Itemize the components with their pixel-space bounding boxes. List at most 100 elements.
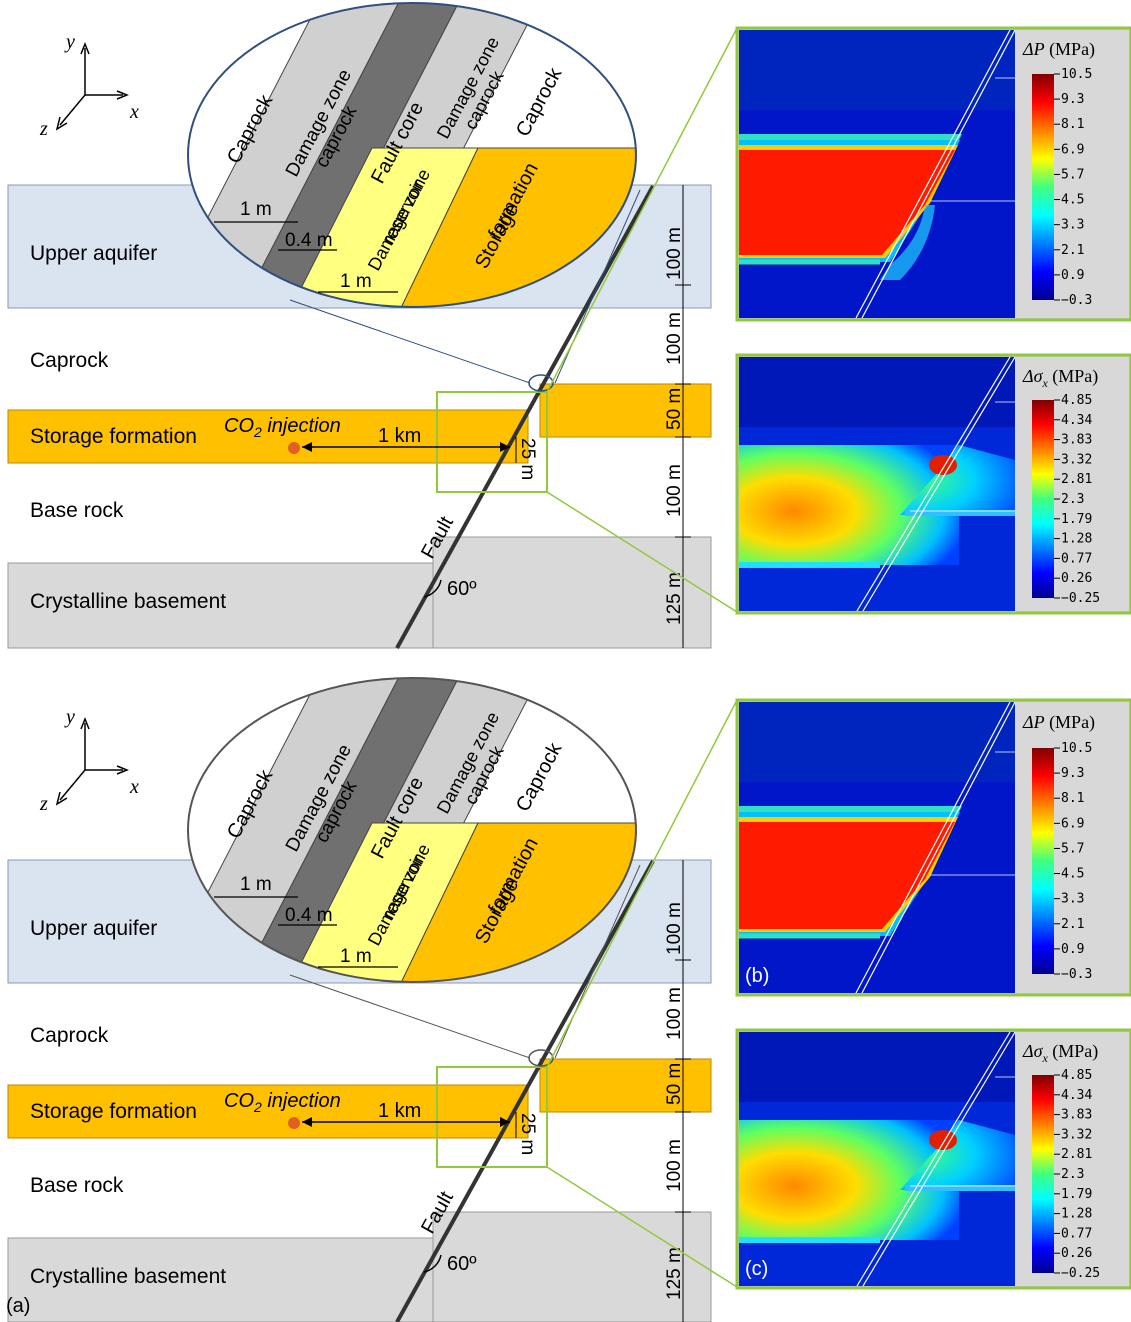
colorbar-tick-label: 5.7: [1061, 167, 1084, 182]
colorbar-tick-label: 1.79: [1061, 1187, 1092, 1202]
colorbar-dsx-title: Δσx (MPa): [1022, 366, 1098, 390]
dim-reservoir-label: 1 m: [340, 946, 372, 967]
storage-formation-label: Storage formation: [30, 1100, 197, 1123]
zoom-guide-line: [554, 864, 641, 1059]
colorbar-dsx-title-c: Δσx (MPa): [1022, 1041, 1098, 1065]
distance-label: 1 km: [378, 425, 421, 447]
zoom-guide-line: [289, 299, 531, 384]
colorbar-tick-label: 3.32: [1061, 1127, 1092, 1142]
colorbar-tick-label: 4.34: [1061, 1088, 1092, 1103]
colorbar-tick-label: 4.85: [1061, 1068, 1092, 1083]
crystalline-basement-label: Crystalline basement: [30, 1265, 226, 1288]
x-axis-label: x: [129, 101, 139, 123]
storage-formation-layer: [7, 1084, 529, 1139]
colorbar-tick-label: 3.83: [1061, 433, 1092, 448]
dim-damage-label: 1 m: [240, 874, 272, 895]
dim-reservoir-label: 1 m: [340, 271, 372, 292]
colorbar-dp-title: ΔP (MPa): [1022, 39, 1095, 60]
schematic-bottom: y x z Upper aquifer Caprock Storage form…: [7, 677, 712, 1322]
colorbar-tick-label: 2.3: [1061, 1167, 1084, 1182]
offset-label: 25 m: [517, 1113, 538, 1155]
storage-formation-label: Storage formation: [30, 425, 197, 448]
thickness-caprock: 100 m: [664, 987, 685, 1040]
distance-arrowhead-left: [302, 1117, 312, 1127]
upper-aquifer-label: Upper aquifer: [30, 242, 157, 265]
fault-angle-label: 60º: [447, 578, 477, 600]
base-rock-label: Base rock: [30, 1174, 124, 1197]
connector-lines: [546, 27, 738, 1288]
storage-formation-layer: [7, 409, 529, 464]
caprock-label: Caprock: [30, 1024, 109, 1047]
storage-formation-layer-right: [539, 1058, 712, 1113]
upper-aquifer-label: Upper aquifer: [30, 917, 157, 940]
colorbar-tick-label: 8.1: [1061, 117, 1084, 132]
offset-label: 25 m: [517, 438, 538, 480]
colorbar-tick-label: 0.26: [1061, 571, 1092, 586]
base-rock-label: Base rock: [30, 499, 124, 522]
fault-core-band: [239, 3, 461, 307]
colorbar-dsx-ticks-c: 4.85 4.34 3.83 3.32 2.81 2.3 1.79 1.28 0.77 0.26 −…: [1054, 1068, 1100, 1281]
crystalline-basement-layer: [7, 1237, 434, 1322]
caprock-label: Caprock: [30, 349, 109, 372]
colorbar-tick-label: 5.7: [1061, 841, 1084, 856]
colorbar-dp-ticks: 10.5 9.3 8.1 6.9 5.7 4.5 3.3 2.1 0.9 −0.3: [1054, 67, 1092, 308]
colorbar-tick-label: 1.79: [1061, 512, 1092, 527]
storage-formation-layer-right: [539, 383, 712, 438]
colorbar-tick-label: 6.9: [1061, 142, 1084, 157]
dim-damage-label: 1 m: [240, 199, 272, 220]
thickness-base: 100 m: [664, 1139, 685, 1192]
thickness-basement: 125 m: [664, 572, 685, 625]
colorbar-dp-ticks-b: 10.5 9.3 8.1 6.9 5.7 4.5 3.3 2.1 0.9 −0.3: [1054, 741, 1092, 982]
thickness-upper-aquifer: 100 m: [664, 902, 685, 955]
schematic-top: y x z Upper aquifer Caprock Storage form…: [7, 2, 712, 649]
colorbar-tick-label: 4.5: [1061, 193, 1084, 208]
stress-map-top: [735, 353, 1131, 615]
stress-map-bottom: [735, 1028, 1131, 1290]
colorbar-tick-label: 2.81: [1061, 472, 1092, 487]
colorbar-tick-label: −0.3: [1061, 967, 1092, 982]
fault-angle-arc: [423, 1254, 442, 1273]
thickness-storage: 50 m: [664, 388, 685, 430]
thickness-upper-aquifer: 100 m: [664, 227, 685, 280]
colorbar-tick-label: 0.77: [1061, 1226, 1092, 1241]
crystalline-basement-layer-right: [432, 1211, 712, 1322]
dim-core-label: 0.4 m: [285, 230, 333, 251]
zoom-box: [436, 391, 548, 493]
colorbar-tick-label: 6.9: [1061, 816, 1084, 831]
fault-core-band: [239, 678, 461, 982]
panel-label-a: (a): [6, 1295, 30, 1317]
pressure-map-bottom: [735, 698, 1131, 997]
colorbar-tick-label: 2.3: [1061, 492, 1084, 507]
colorbar-tick-label: 10.5: [1061, 741, 1092, 756]
colorbar-tick-label: 4.85: [1061, 393, 1092, 408]
pressure-map-top: [735, 26, 1131, 322]
colorbar-tick-label: 0.26: [1061, 1246, 1092, 1261]
colorbar-tick-label: 4.34: [1061, 413, 1092, 428]
fault-angle-arc: [423, 579, 442, 598]
colorbar-tick-label: −0.25: [1061, 1266, 1100, 1281]
zoom-box: [436, 1066, 548, 1168]
colorbar-tick-label: −0.25: [1061, 591, 1100, 606]
injection-label: CO2 injection: [224, 415, 341, 440]
fault-line: [395, 860, 655, 1322]
x-axis-label: x: [129, 776, 139, 798]
colorbar-tick-label: 3.32: [1061, 452, 1092, 467]
thickness-caprock: 100 m: [664, 312, 685, 365]
colorbar-tick-label: 2.1: [1061, 917, 1084, 932]
colorbar-tick-label: 0.9: [1061, 268, 1084, 283]
distance-arrowhead-right: [500, 1117, 510, 1127]
colorbar-tick-label: 9.3: [1061, 92, 1084, 107]
thickness-base: 100 m: [664, 464, 685, 517]
colorbar-tick-label: 1.28: [1061, 532, 1092, 547]
colorbar-tick-label: 10.5: [1061, 67, 1092, 82]
colorbar-tick-label: 0.77: [1061, 551, 1092, 566]
fault-line: [395, 185, 655, 649]
colorbar-tick-label: 3.3: [1061, 892, 1084, 907]
colorbar-tick-label: 9.3: [1061, 766, 1084, 781]
colorbar-tick-label: 3.83: [1061, 1108, 1092, 1123]
colorbar-tick-label: 3.3: [1061, 218, 1084, 233]
colorbar-tick-label: −0.3: [1061, 293, 1092, 308]
z-axis-label: z: [39, 118, 48, 140]
colorbar-tick-label: 4.5: [1061, 867, 1084, 882]
